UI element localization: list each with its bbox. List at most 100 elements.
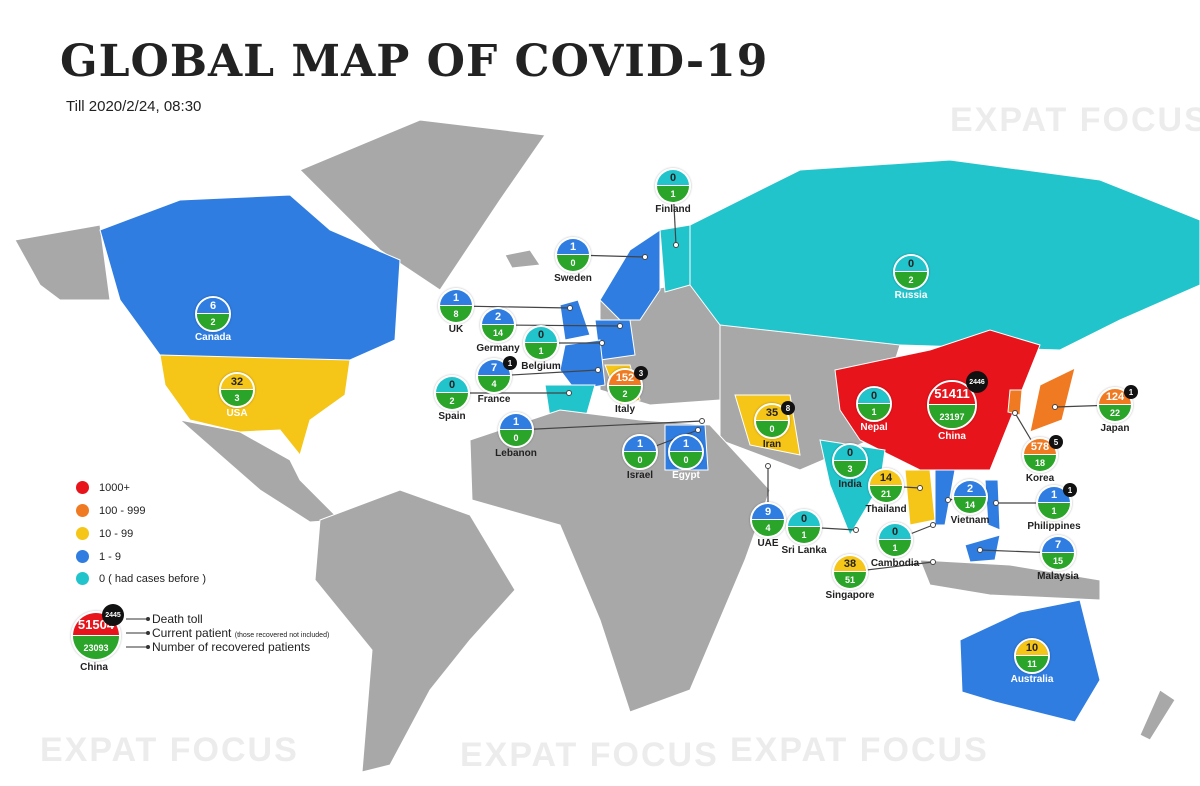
current-patients: 0 <box>834 445 866 461</box>
recovered-patients: 15 <box>1042 553 1074 569</box>
recovered-patients: 22 <box>1099 405 1131 421</box>
country-badge: 14 21 <box>868 468 904 504</box>
leader-dot <box>977 547 983 553</box>
current-patients: 0 <box>436 377 468 393</box>
country-label: Cambodia <box>870 558 920 569</box>
leader-line <box>455 305 571 309</box>
recovered-patients: 0 <box>557 255 589 271</box>
recovered-patients: 18 <box>1024 455 1056 471</box>
country-label: Malaysia <box>1037 571 1079 582</box>
recovered-patients: 14 <box>954 497 986 513</box>
current-patients: 124 <box>1099 389 1131 405</box>
current-patients: 0 <box>657 170 689 186</box>
watermark: EXPAT FOCUS <box>950 101 1200 139</box>
recovered-patients: 1 <box>1038 503 1070 519</box>
land-alaska <box>14 224 111 301</box>
current-patients: 9 <box>752 504 784 520</box>
watermark: EXPAT FOCUS <box>460 736 719 774</box>
current-patients: 0 <box>858 388 890 404</box>
watermark: EXPAT FOCUS <box>40 731 299 769</box>
country-label: Spain <box>438 411 466 422</box>
current-patients: 10 <box>1016 640 1048 656</box>
country-korea <box>1007 389 1023 416</box>
country-badge: 38 51 <box>832 554 868 590</box>
country-philippines <box>984 479 1001 531</box>
recovered-patients: 51 <box>834 572 866 588</box>
leader-dot <box>993 500 999 506</box>
country-badge: 2 14 <box>480 307 516 343</box>
current-patients: 2 <box>954 481 986 497</box>
country-label: Lebanon <box>495 448 537 459</box>
recovered-patients: 2 <box>197 314 229 330</box>
legend-swatch <box>76 481 89 494</box>
land-indonesia <box>919 559 1101 601</box>
country-vietnam <box>934 469 956 526</box>
leader-dot <box>1052 404 1058 410</box>
recovered-patients: 1 <box>525 343 557 359</box>
country-badge: 32 3 <box>219 372 255 408</box>
recovered-patients: 23093 <box>73 636 119 659</box>
legend-swatch <box>76 572 89 585</box>
current-patients: 1 <box>500 414 532 430</box>
land-greenland <box>299 119 546 291</box>
country-label: Sri Lanka <box>781 545 827 556</box>
country-label: Nepal <box>860 422 888 433</box>
recovered-patients: 3 <box>221 390 253 406</box>
country-label: Italy <box>614 404 636 415</box>
leader-dot <box>695 427 701 433</box>
country-label: Australia <box>1010 674 1054 685</box>
current-patients: 1 <box>557 239 589 255</box>
country-label: Iran <box>762 439 782 450</box>
land-new-zealand <box>1139 689 1176 741</box>
current-patients: 578 <box>1024 439 1056 455</box>
legend-item: 1000+ <box>76 481 130 494</box>
recovered-patients: 0 <box>500 430 532 446</box>
recovered-patients: 0 <box>756 421 788 437</box>
recovered-patients: 4 <box>752 520 784 536</box>
country-label: Belgium <box>521 361 561 372</box>
country-label: Finland <box>655 204 691 215</box>
recovered-label: Number of recovered patients <box>152 640 311 654</box>
land-south-america <box>314 489 516 773</box>
land-africa <box>469 409 771 713</box>
country-label: Sweden <box>554 273 592 284</box>
country-label: Canada <box>194 332 232 343</box>
current-patients: 38 <box>834 556 866 572</box>
current-patients: 1 <box>624 436 656 452</box>
country-label: UAE <box>757 538 779 549</box>
leader-dot <box>930 559 936 565</box>
recovered-patients: 4 <box>478 376 510 392</box>
recovered-patients: 3 <box>834 461 866 477</box>
recovered-patients: 1 <box>858 404 890 420</box>
legend-swatch <box>76 550 89 563</box>
country-badge: 124 22 <box>1097 387 1133 423</box>
country-label: India <box>838 479 862 490</box>
death-toll-badge: 1 <box>1124 385 1138 399</box>
country-label: Vietnam <box>950 515 990 526</box>
current-patients: 2 <box>482 309 514 325</box>
leader-dot <box>642 254 648 260</box>
country-label: Korea <box>1025 473 1055 484</box>
country-label: Egypt <box>672 470 700 481</box>
country-uk <box>559 299 591 341</box>
current-patients: 32 <box>221 374 253 390</box>
recovered-patients: 14 <box>482 325 514 341</box>
country-badge: 7 15 <box>1040 535 1076 571</box>
recovered-patients: 21 <box>870 486 902 502</box>
current-patients: 152 <box>609 370 641 386</box>
leader-line <box>515 420 703 431</box>
legend-label: 10 - 99 <box>99 527 134 540</box>
death-toll-label: Death toll <box>152 612 203 626</box>
current-patient-note: (those recovered not included) <box>234 632 330 639</box>
land-iceland <box>504 249 541 269</box>
recovered-patients: 1 <box>788 527 820 543</box>
country-usa <box>159 354 351 457</box>
